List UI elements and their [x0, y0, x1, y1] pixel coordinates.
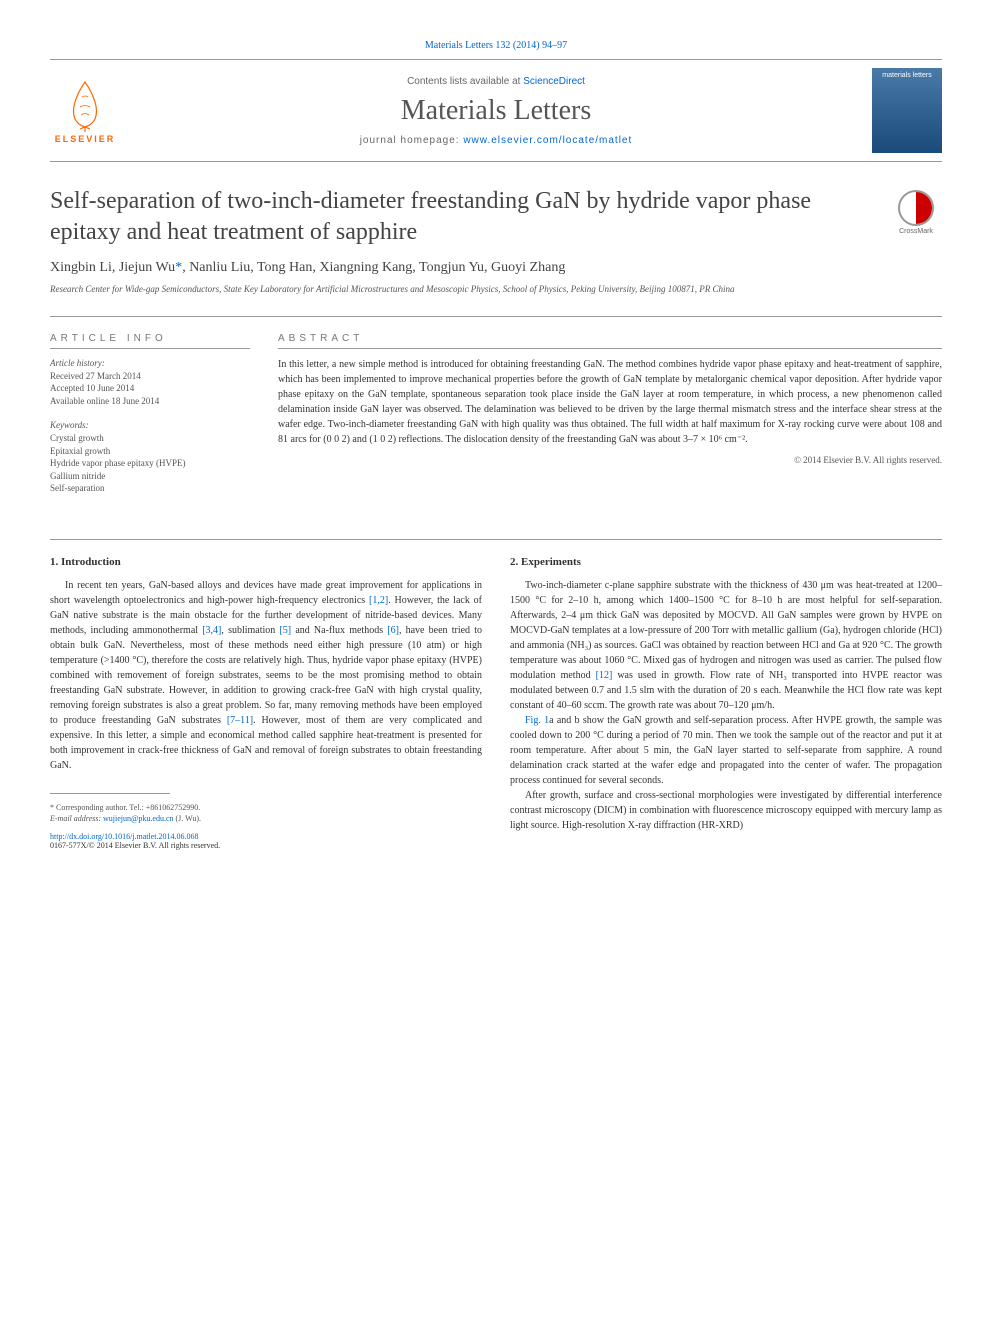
intro-p1c: , sublimation	[221, 625, 279, 636]
issn-line: 0167-577X/© 2014 Elsevier B.V. All right…	[50, 841, 220, 850]
journal-homepage-line: journal homepage: www.elsevier.com/locat…	[120, 135, 872, 146]
history-0: Received 27 March 2014	[50, 371, 141, 381]
history-2: Available online 18 June 2014	[50, 396, 159, 406]
email-suffix: (J. Wu).	[174, 814, 202, 823]
ref-5[interactable]: [5]	[279, 625, 291, 636]
authors-line: Xingbin Li, Jiejun Wu*, Nanliu Liu, Tong…	[50, 260, 942, 276]
right-col: 2. Experiments Two-inch-diameter c-plane…	[510, 556, 942, 850]
authors-rest: , Nanliu Liu, Tong Han, Xiangning Kang, …	[182, 260, 565, 275]
doi-link[interactable]: http://dx.doi.org/10.1016/j.matlet.2014.…	[50, 832, 199, 841]
abstract-col: ABSTRACT In this letter, a new simple me…	[278, 333, 942, 507]
kw-4: Self-separation	[50, 483, 104, 493]
doi-block: http://dx.doi.org/10.1016/j.matlet.2014.…	[50, 832, 482, 850]
footnote-divider	[50, 793, 170, 794]
article-history: Article history: Received 27 March 2014 …	[50, 357, 250, 407]
email-label: E-mail address:	[50, 814, 103, 823]
email-link[interactable]: wujiejun@pku.edu.cn	[103, 814, 173, 823]
homepage-link[interactable]: www.elsevier.com/locate/matlet	[463, 135, 632, 146]
ref-7-11[interactable]: [7–11]	[227, 715, 253, 726]
exp-heading: 2. Experiments	[510, 556, 942, 568]
history-1: Accepted 10 June 2014	[50, 383, 134, 393]
intro-p1d: and Na-flux methods	[291, 625, 387, 636]
intro-heading: 1. Introduction	[50, 556, 482, 568]
corr-label: * Corresponding author. Tel.:	[50, 803, 146, 812]
exp-p1: Two-inch-diameter c-plane sapphire subst…	[510, 580, 942, 681]
intro-p1e: , have been tried to obtain bulk GaN. Ne…	[50, 625, 482, 726]
header-center: Contents lists available at ScienceDirec…	[120, 76, 872, 146]
exp-body: Two-inch-diameter c-plane sapphire subst…	[510, 578, 942, 833]
contents-line: Contents lists available at ScienceDirec…	[120, 76, 872, 87]
kw-0: Crystal growth	[50, 433, 104, 443]
kw-3: Gallium nitride	[50, 471, 105, 481]
left-col: 1. Introduction In recent ten years, GaN…	[50, 556, 482, 850]
fig-1-ref[interactable]: Fig. 1	[525, 715, 549, 726]
sciencedirect-link[interactable]: ScienceDirect	[523, 76, 585, 87]
kw-2: Hydride vapor phase epitaxy (HVPE)	[50, 458, 185, 468]
journal-name: Materials Letters	[120, 95, 872, 127]
ref-12[interactable]: [12]	[596, 670, 613, 681]
abstract-text: In this letter, a new simple method is i…	[278, 357, 942, 447]
crossmark-badge[interactable]: CrossMark	[890, 190, 942, 242]
article-info-label: ARTICLE INFO	[50, 333, 250, 349]
title-row: Self-separation of two-inch-diameter fre…	[50, 186, 942, 248]
kw-1: Epitaxial growth	[50, 446, 110, 456]
corr-tel: +861062752990.	[146, 803, 201, 812]
crossmark-icon	[898, 190, 934, 226]
intro-body: In recent ten years, GaN-based alloys an…	[50, 578, 482, 773]
exp-p3: After growth, surface and cross-sectiona…	[510, 790, 942, 831]
elsevier-logo[interactable]: ELSEVIER	[50, 68, 120, 153]
history-label: Article history:	[50, 358, 105, 368]
homepage-prefix: journal homepage:	[360, 135, 464, 146]
abstract-label: ABSTRACT	[278, 333, 942, 349]
exp-p2b: a and b show the GaN growth and self-sep…	[510, 715, 942, 786]
cover-label: materials letters	[882, 72, 931, 79]
journal-citation-link[interactable]: Materials Letters 132 (2014) 94–97	[50, 40, 942, 51]
body-two-col: 1. Introduction In recent ten years, GaN…	[50, 556, 942, 850]
elsevier-tree-icon	[60, 77, 110, 132]
ref-1-2[interactable]: [1,2]	[369, 595, 388, 606]
journal-cover-thumbnail[interactable]: materials letters	[872, 68, 942, 153]
keywords-label: Keywords:	[50, 420, 89, 430]
citation-text[interactable]: Materials Letters 132 (2014) 94–97	[425, 40, 567, 51]
info-abstract-row: ARTICLE INFO Article history: Received 2…	[50, 333, 942, 507]
ref-6[interactable]: [6]	[387, 625, 399, 636]
article-title: Self-separation of two-inch-diameter fre…	[50, 186, 870, 248]
journal-header: ELSEVIER Contents lists available at Sci…	[50, 59, 942, 162]
affiliation: Research Center for Wide-gap Semiconduct…	[50, 284, 942, 296]
contents-prefix: Contents lists available at	[407, 76, 523, 87]
abstract-copyright: © 2014 Elsevier B.V. All rights reserved…	[278, 455, 942, 465]
article-info-col: ARTICLE INFO Article history: Received 2…	[50, 333, 250, 507]
elsevier-label: ELSEVIER	[55, 134, 116, 144]
divider-mid	[50, 539, 942, 540]
corresponding-footnote: * Corresponding author. Tel.: +861062752…	[50, 802, 482, 824]
authors-first: Xingbin Li, Jiejun Wu	[50, 260, 175, 275]
crossmark-label: CrossMark	[899, 228, 933, 235]
ref-3-4[interactable]: [3,4]	[202, 625, 221, 636]
divider-top	[50, 316, 942, 317]
keywords-block: Keywords: Crystal growth Epitaxial growt…	[50, 419, 250, 495]
